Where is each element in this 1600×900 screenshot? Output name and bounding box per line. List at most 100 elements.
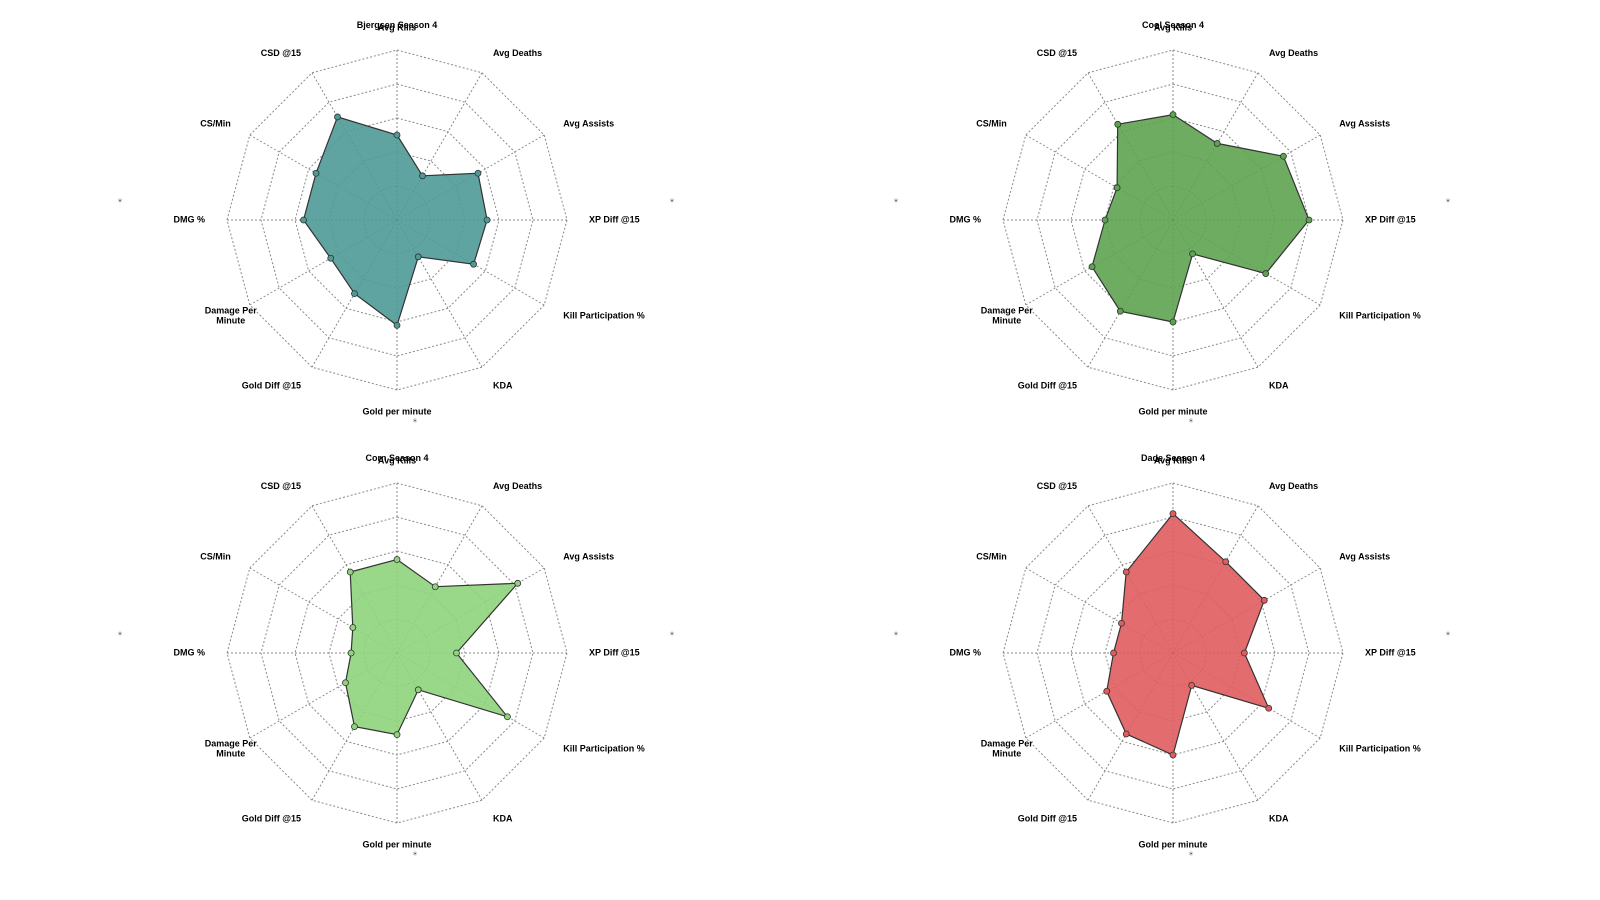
data-point-damage-per-minute — [1103, 687, 1111, 695]
data-point-kda — [1188, 681, 1196, 689]
axis-label-avg-kills: Avg Kills — [1154, 455, 1192, 465]
data-point-gold-diff-15 — [351, 290, 358, 298]
data-point-csd-15 — [334, 113, 341, 121]
data-point-gold-per-minute — [1169, 318, 1177, 326]
data-point-avg-assists — [1280, 152, 1287, 160]
axis-label-dmg: DMG % — [174, 214, 206, 224]
data-point-avg-kills — [1169, 111, 1177, 118]
data-point-damage-per-minute — [1088, 263, 1096, 271]
data-point-gold-diff-15 — [1122, 730, 1130, 738]
axis-label-kda: KDA — [493, 381, 513, 391]
data-point-gold-diff-15 — [351, 723, 358, 731]
axis-label-cs-min: CS/Min — [200, 118, 231, 128]
axis-label-csd-15: CSD @15 — [1037, 48, 1077, 58]
data-point-avg-deaths — [419, 172, 426, 180]
data-point-kill-participation — [470, 260, 477, 268]
corner-mark: ⁎ — [1446, 628, 1450, 637]
data-point-avg-assists — [474, 169, 482, 177]
data-point-kill-participation — [504, 713, 511, 721]
axis-label-kda: KDA — [493, 814, 513, 824]
axis-label-xp-diff-15: XP Diff @15 — [589, 647, 640, 657]
axis-label-xp-diff-15: XP Diff @15 — [1365, 647, 1416, 657]
axis-label-gold-per-minute: Gold per minute — [1138, 406, 1207, 416]
axis-label-gold-diff-15: Gold Diff @15 — [1018, 814, 1077, 824]
corner-mark: ⁎ — [1189, 848, 1193, 857]
axis-label-csd-15: CSD @15 — [1037, 481, 1077, 491]
chart-title: Cool Season 4 — [1142, 20, 1204, 30]
axis-label-csd-15: CSD @15 — [261, 48, 301, 58]
corner-mark: ⁎ — [413, 848, 417, 857]
axis-label-gold-per-minute: Gold per minute — [1138, 839, 1207, 849]
axis-label-damage-per-minute: Damage Per Minute — [205, 739, 258, 759]
data-point-cs-min — [312, 169, 320, 177]
axis-label-damage-per-minute: Damage Per Minute — [205, 306, 258, 326]
data-point-csd-15 — [346, 568, 354, 576]
axis-label-avg-deaths: Avg Deaths — [1269, 48, 1318, 58]
axis-label-dmg: DMG % — [950, 214, 982, 224]
axis-label-avg-assists: Avg Assists — [1339, 118, 1390, 128]
data-point-avg-deaths — [431, 583, 439, 591]
data-point-avg-assists — [1260, 596, 1268, 604]
data-point-xp-diff-15 — [1240, 649, 1248, 657]
data-point-kill-participation — [1265, 704, 1273, 712]
data-point-kda — [414, 253, 422, 261]
axis-label-damage-per-minute: Damage Per Minute — [981, 306, 1034, 326]
data-point-dmg — [1110, 649, 1117, 657]
radar-panel-corn: Corn Season 4 Avg Kills Avg Deaths Avg Assi… — [0, 433, 800, 883]
axis-label-avg-assists: Avg Assists — [1339, 551, 1390, 561]
data-point-cs-min — [1113, 184, 1121, 192]
data-point-kda — [1189, 250, 1196, 258]
axis-label-avg-kills: Avg Kills — [378, 22, 416, 32]
data-point-csd-15 — [1114, 120, 1122, 128]
axis-label-avg-deaths: Avg Deaths — [493, 48, 542, 58]
axis-label-gold-diff-15: Gold Diff @15 — [242, 381, 301, 391]
data-point-avg-assists — [514, 579, 522, 587]
data-point-dmg — [347, 649, 355, 657]
corner-mark: ⁎ — [894, 195, 898, 204]
data-point-avg-kills — [393, 556, 401, 563]
axis-label-gold-per-minute: Gold per minute — [362, 406, 431, 416]
axis-label-avg-kills: Avg Kills — [1154, 22, 1192, 32]
radar-panel-dade: Dade Season 4 Avg Kills Avg Deaths Avg Assi… — [776, 433, 1576, 883]
axis-label-dmg: DMG % — [174, 647, 206, 657]
data-point-csd-15 — [1122, 568, 1130, 576]
data-point-avg-kills — [393, 131, 401, 139]
data-point-xp-diff-15 — [483, 216, 491, 224]
data-point-avg-deaths — [1222, 558, 1230, 566]
corner-mark: ⁎ — [413, 415, 417, 424]
chart-title: Bjergsen Season 4 — [357, 20, 438, 30]
data-area — [302, 116, 488, 327]
data-point-kill-participation — [1262, 270, 1270, 277]
corner-mark: ⁎ — [1446, 195, 1450, 204]
data-area — [1106, 512, 1270, 756]
data-point-dmg — [1101, 216, 1109, 224]
corner-mark: ⁎ — [118, 628, 122, 637]
chart-title: Dade Season 4 — [1141, 453, 1205, 463]
data-point-kda — [414, 686, 422, 694]
data-point-xp-diff-15 — [1305, 216, 1313, 224]
axis-label-avg-kills: Avg Kills — [378, 455, 416, 465]
data-point-damage-per-minute — [342, 679, 349, 687]
axis-label-kda: KDA — [1269, 381, 1289, 391]
axis-label-cs-min: CS/Min — [976, 551, 1007, 561]
axis-label-kda: KDA — [1269, 814, 1289, 824]
axis-label-kill-participation: Kill Participation % — [563, 310, 645, 320]
corner-mark: ⁎ — [118, 195, 122, 204]
axis-label-damage-per-minute: Damage Per Minute — [981, 739, 1034, 759]
axis-label-kill-participation: Kill Participation % — [563, 743, 645, 753]
data-point-cs-min — [1118, 619, 1125, 627]
axis-label-avg-deaths: Avg Deaths — [1269, 481, 1318, 491]
radar-panel-cool: Cool Season 4 Avg Kills Avg Deaths Avg Assi… — [776, 0, 1576, 450]
data-point-dmg — [300, 216, 307, 224]
corner-mark: ⁎ — [670, 628, 674, 637]
axis-label-gold-diff-15: Gold Diff @15 — [1018, 381, 1077, 391]
data-point-gold-diff-15 — [1116, 307, 1124, 315]
radar-panel-bjergsen: Bjergsen Season 4 Avg Kills Avg Deaths Avg … — [0, 0, 800, 450]
corner-mark: ⁎ — [1189, 415, 1193, 424]
data-area — [344, 558, 520, 736]
axis-label-cs-min: CS/Min — [976, 118, 1007, 128]
